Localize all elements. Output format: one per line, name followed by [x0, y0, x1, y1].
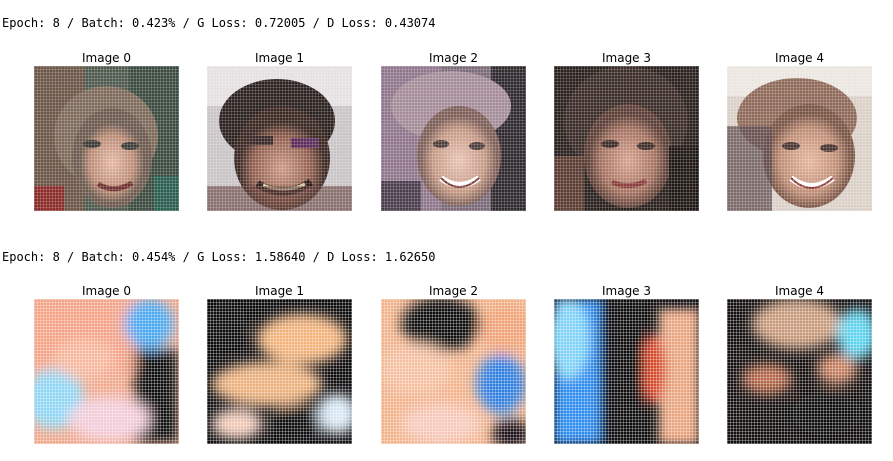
- image-title: Image 0: [81, 284, 132, 298]
- image-title: Image 1: [254, 51, 305, 65]
- generated-image-panel: Image 1: [207, 51, 352, 211]
- generated-face-image: [34, 66, 179, 211]
- generated-image-panel: Image 0: [34, 51, 179, 211]
- generated-image-panel: Image 3: [554, 51, 699, 211]
- generated-image-panel: Image 2: [381, 51, 526, 211]
- generated-face-image: [381, 66, 526, 211]
- training-status-line-1: Epoch: 8 / Batch: 0.454% / G Loss: 1.586…: [2, 250, 436, 264]
- image-title: Image 0: [81, 51, 132, 65]
- image-title: Image 4: [774, 284, 825, 298]
- generated-image-panel: Image 2: [381, 284, 526, 444]
- generated-image-panel: Image 3: [554, 284, 699, 444]
- image-title: Image 3: [601, 51, 652, 65]
- image-title: Image 3: [601, 284, 652, 298]
- generated-image-panel: Image 0: [34, 284, 179, 444]
- generated-noise-image: [381, 299, 526, 444]
- generated-noise-image: [207, 299, 352, 444]
- image-title: Image 2: [428, 51, 479, 65]
- generated-image-panel: Image 4: [727, 284, 872, 444]
- generated-noise-image: [727, 299, 872, 444]
- generated-face-image: [207, 66, 352, 211]
- image-title: Image 4: [774, 51, 825, 65]
- generated-face-image: [727, 66, 872, 211]
- generated-image-panel: Image 1: [207, 284, 352, 444]
- image-title: Image 1: [254, 284, 305, 298]
- generated-noise-image: [554, 299, 699, 444]
- training-status-line-0: Epoch: 8 / Batch: 0.423% / G Loss: 0.720…: [2, 16, 436, 30]
- generated-noise-image: [34, 299, 179, 444]
- image-title: Image 2: [428, 284, 479, 298]
- generated-face-image: [554, 66, 699, 211]
- generated-image-panel: Image 4: [727, 51, 872, 211]
